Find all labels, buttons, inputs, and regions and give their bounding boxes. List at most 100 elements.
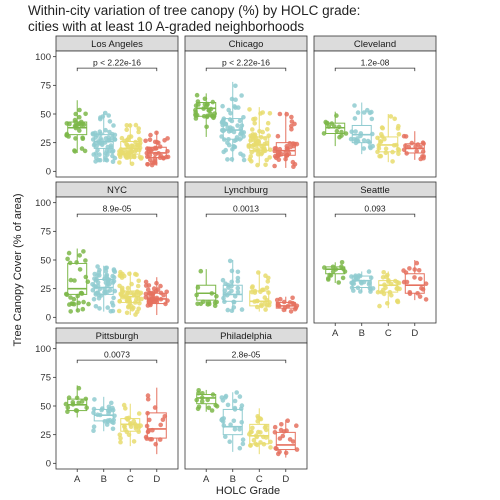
y-tick-label: 100 [35,198,51,209]
data-point [283,153,289,159]
data-point [222,288,228,293]
data-point [394,286,400,291]
data-point [265,120,271,126]
data-point [212,111,217,116]
data-point [392,116,398,122]
facet-title: Lynchburg [224,185,268,196]
data-point [206,108,212,113]
data-point [157,437,163,442]
data-point [110,273,115,279]
data-point [396,131,402,137]
data-point [136,278,141,284]
data-point [68,277,74,283]
y-tick-label: 50 [40,255,51,266]
data-point [136,429,141,435]
data-point [161,292,166,298]
data-point [107,129,112,135]
data-point [252,121,257,126]
data-point [223,434,228,440]
data-point [148,147,153,153]
data-point [221,137,227,142]
data-point [233,97,238,102]
data-point [225,402,231,408]
data-point [125,137,130,142]
data-point [226,107,231,113]
y-tick-label: 100 [35,52,51,63]
data-point [79,291,85,296]
data-point [235,123,240,128]
data-point [112,137,118,142]
box-los-angeles-grade-b [90,110,118,164]
data-point [83,274,89,280]
data-point [284,111,290,117]
data-point [325,120,330,126]
data-point [327,272,332,278]
data-point [418,144,423,150]
data-point [205,102,210,107]
data-point [255,298,260,304]
data-point [221,295,226,301]
significance-bracket [205,67,287,72]
y-tick-label: 25 [40,284,51,295]
data-point [165,298,170,303]
data-point [143,291,149,297]
data-point [148,132,153,138]
data-point [204,114,210,120]
data-point [263,162,268,168]
data-point [106,404,112,410]
data-point [72,149,78,154]
data-point [275,149,281,155]
data-point [97,267,102,273]
data-point [136,126,141,131]
data-point [255,414,260,419]
data-point [102,276,107,282]
data-point [162,414,168,419]
box-nyc-grade-b [90,264,118,314]
data-point [381,291,387,297]
data-point [237,427,242,432]
data-point [227,258,233,264]
data-point [154,146,159,151]
data-point [275,153,281,159]
data-point [284,428,289,434]
data-point [86,301,91,307]
y-tick-label: 0 [46,167,51,178]
data-point [90,137,96,142]
data-point [147,137,153,143]
data-point [277,111,283,117]
data-point [255,162,260,168]
data-point [145,287,151,293]
data-point [147,157,153,163]
data-point [210,99,216,105]
data-point [229,268,235,274]
data-point [98,135,103,141]
data-point [339,129,344,135]
data-point [231,299,236,305]
data-point [288,144,294,150]
data-point [226,291,232,296]
box-nyc-grade-a [63,248,91,314]
significance-bracket [334,213,416,218]
data-point [125,290,131,296]
data-point [368,275,374,281]
data-point [336,280,342,285]
data-point [210,392,216,397]
data-point [409,140,415,146]
data-point [121,402,127,408]
data-point [361,146,367,151]
data-point [81,249,86,254]
data-point [225,307,231,313]
data-point [129,143,134,148]
p-value-label: p < 2.22e-16 [93,58,141,68]
data-point [137,291,142,297]
data-point [110,149,115,155]
significance-bracket [205,213,287,218]
data-point [73,111,78,117]
data-point [106,135,111,140]
significance-bracket [76,359,158,364]
data-point [66,395,72,401]
data-point [202,96,208,102]
data-point [64,292,70,298]
facet-cleveland: Cleveland 1.2e-08 [313,35,437,178]
box-chicago-grade-b [219,81,247,163]
